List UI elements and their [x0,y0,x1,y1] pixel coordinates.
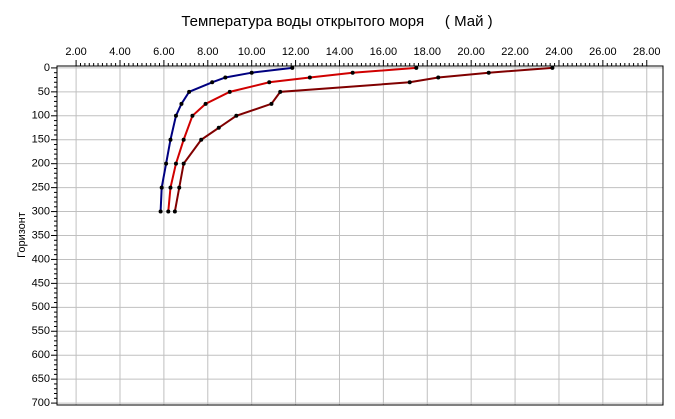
data-point [414,65,419,70]
y-tick-label: 500 [32,301,50,313]
y-tick-label: 700 [32,397,50,409]
data-point [179,101,184,106]
chart-title: Температура воды открытого моря ( Май ) [181,13,492,30]
data-point [486,70,491,75]
x-tick-label: 6.00 [153,46,174,58]
x-tick-label: 24.00 [545,46,573,58]
data-point [159,185,164,190]
y-tick-label: 600 [32,349,50,361]
data-point [216,125,221,130]
data-point [290,65,295,70]
data-point [223,75,228,80]
data-point [203,101,208,106]
x-tick-label: 18.00 [414,46,442,58]
x-tick-label: 22.00 [501,46,529,58]
data-point [187,89,192,94]
data-point [269,101,274,106]
data-point [234,113,239,118]
data-point [436,75,441,80]
x-tick-label: 20.00 [457,46,485,58]
data-point [164,161,169,166]
x-tick-label: 12.00 [282,46,310,58]
y-axis-label: Горизонт [16,212,28,258]
data-point [168,137,173,142]
y-tick-label: 550 [32,325,50,337]
x-tick-label: 8.00 [197,46,218,58]
data-point [158,209,163,214]
data-point [173,113,178,118]
series-line [173,66,553,212]
data-point [199,137,204,142]
data-point [249,70,254,75]
data-point [278,89,283,94]
data-point [550,65,555,70]
data-point [168,185,173,190]
y-tick-label: 200 [32,158,50,170]
y-tick-label: 450 [32,277,50,289]
y-tick-label: 650 [32,373,50,385]
data-point [172,209,177,214]
data-point [407,80,412,85]
y-tick-label: 250 [32,182,50,194]
y-tick-label: 300 [32,205,50,217]
data-point [181,161,186,166]
data-point [227,89,232,94]
data-point [173,161,178,166]
x-tick-label: 28.00 [633,46,661,58]
x-tick-label: 14.00 [326,46,354,58]
plot-frame [56,65,664,406]
x-tick-label: 4.00 [109,46,130,58]
data-point [350,70,355,75]
y-tick-label: 350 [32,229,50,241]
y-tick-label: 400 [32,253,50,265]
data-point [307,75,312,80]
data-point [210,80,215,85]
data-point [190,113,195,118]
y-tick-label: 50 [38,86,50,98]
y-tick-label: 0 [44,62,50,74]
data-point [177,185,182,190]
x-tick-label: 2.00 [65,46,86,58]
x-tick-label: 10.00 [238,46,266,58]
x-tick-label: 26.00 [589,46,617,58]
y-tick-label: 100 [32,110,50,122]
data-point [181,137,186,142]
x-tick-label: 16.00 [370,46,398,58]
y-tick-label: 150 [32,134,50,146]
data-point [166,209,171,214]
data-point [267,80,272,85]
